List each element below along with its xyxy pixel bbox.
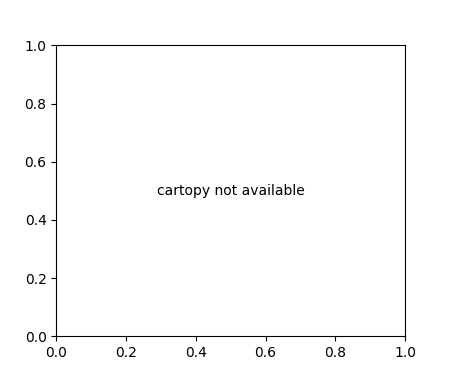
Text: cartopy not available: cartopy not available (157, 184, 305, 198)
